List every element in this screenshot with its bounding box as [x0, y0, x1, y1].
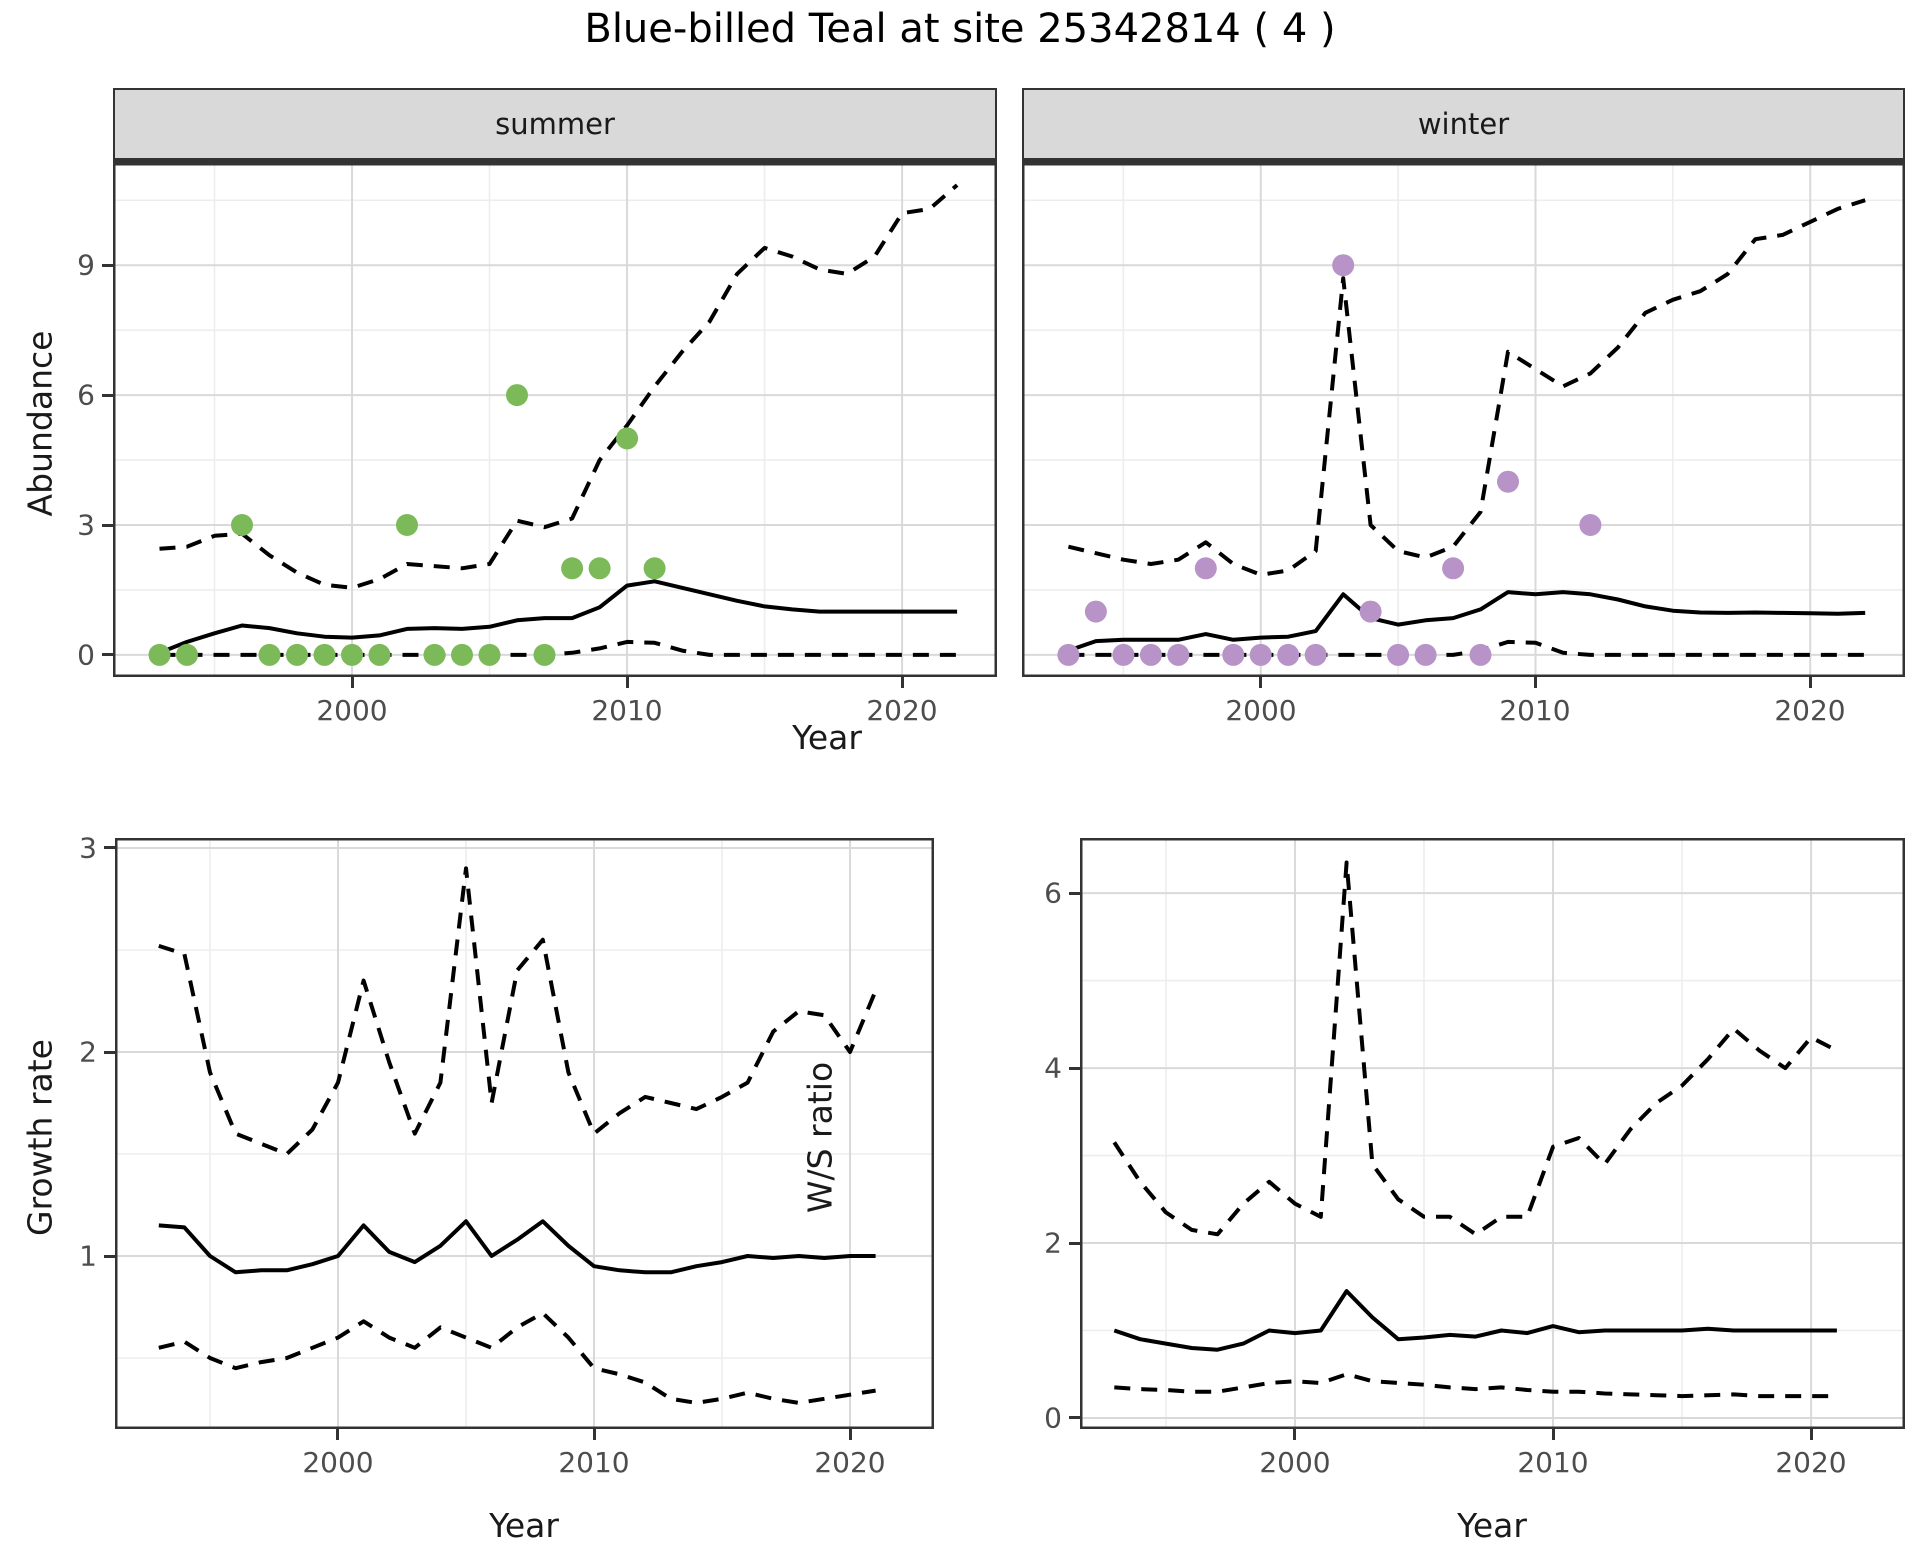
panel-ws-ratio	[1080, 838, 1905, 1429]
facet-strip-winter: winter	[1022, 88, 1905, 163]
x-axis-tick	[901, 677, 904, 688]
x-axis-tick	[1259, 677, 1262, 688]
y-axis-tick	[104, 846, 115, 849]
x-axis-tick	[1552, 1429, 1555, 1440]
x-axis-tick-label: 2020	[1775, 1446, 1847, 1479]
x-axis-tick	[336, 1429, 339, 1440]
panel-growth-rate	[115, 838, 934, 1429]
x-axis-title-year-top: Year	[792, 718, 862, 757]
x-axis-tick-label: 2000	[302, 1446, 374, 1479]
y-axis-tick	[102, 524, 113, 527]
x-axis-tick	[1809, 677, 1812, 688]
x-axis-title-year-growth: Year	[489, 1506, 559, 1545]
y-axis-tick-label: 6	[77, 378, 95, 412]
y-axis-tick-label: 2	[79, 1035, 97, 1069]
x-axis-tick-label: 2010	[1499, 694, 1571, 727]
facet-strip-summer: summer	[113, 88, 997, 163]
x-axis-tick	[351, 677, 354, 688]
y-axis-tick-label: 0	[77, 638, 95, 672]
panel-abundance-winter	[1022, 163, 1905, 677]
x-axis-tick-label: 2000	[1259, 1446, 1331, 1479]
y-axis-tick	[1069, 1242, 1080, 1245]
y-axis-tick	[102, 264, 113, 267]
x-axis-tick	[1293, 1429, 1296, 1440]
y-axis-tick-label: 3	[77, 508, 95, 542]
y-axis-tick	[104, 1255, 115, 1258]
y-axis-tick-label: 2	[1044, 1226, 1062, 1260]
x-axis-tick	[849, 1429, 852, 1440]
x-axis-title-year-ws: Year	[1457, 1506, 1527, 1545]
x-axis-tick-label: 2020	[1774, 694, 1846, 727]
x-axis-tick-label: 2020	[814, 1446, 886, 1479]
panel-abundance-summer	[113, 163, 997, 677]
y-axis-tick-label: 0	[1044, 1401, 1062, 1435]
y-axis-tick-label: 6	[1044, 876, 1062, 910]
x-axis-tick-label: 2010	[558, 1446, 630, 1479]
facet-strip-summer-label: summer	[495, 107, 615, 141]
y-axis-title-ws-ratio: W/S ratio	[800, 1061, 840, 1214]
y-axis-tick	[1069, 1067, 1080, 1070]
y-axis-tick-label: 4	[1044, 1051, 1062, 1085]
y-axis-tick-label: 3	[79, 831, 97, 865]
x-axis-tick-label: 2010	[591, 694, 663, 727]
x-axis-tick-label: 2020	[866, 694, 938, 727]
x-axis-tick-label: 2010	[1517, 1446, 1589, 1479]
x-axis-tick	[1810, 1429, 1813, 1440]
y-axis-tick	[102, 394, 113, 397]
x-axis-tick-label: 2000	[1225, 694, 1297, 727]
x-axis-tick	[626, 677, 629, 688]
x-axis-tick	[593, 1429, 596, 1440]
facet-strip-winter-label: winter	[1417, 107, 1510, 141]
x-axis-tick-label: 2000	[316, 694, 388, 727]
y-axis-tick	[104, 1051, 115, 1054]
y-axis-tick	[1069, 892, 1080, 895]
y-axis-tick	[1069, 1416, 1080, 1419]
y-axis-tick	[102, 653, 113, 656]
x-axis-tick	[1534, 677, 1537, 688]
y-axis-tick-label: 1	[79, 1239, 97, 1273]
y-axis-tick-label: 9	[77, 248, 95, 282]
chart-title: Blue-billed Teal at site 25342814 ( 4 )	[584, 6, 1336, 52]
